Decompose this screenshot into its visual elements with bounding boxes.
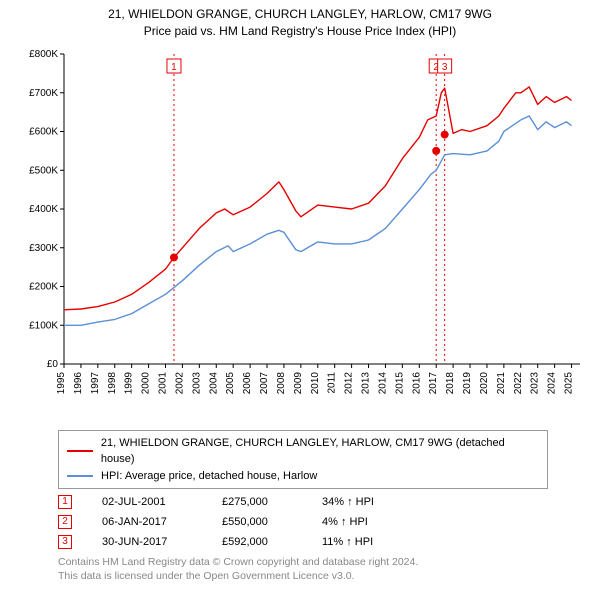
svg-text:£500K: £500K <box>29 165 58 176</box>
svg-text:2014: 2014 <box>377 371 388 394</box>
line-chart: £0 £100K £200K £300K £400K £500K £600K £700K £80… <box>10 44 590 424</box>
svg-text:2008: 2008 <box>276 371 287 394</box>
svg-text:1: 1 <box>171 62 177 73</box>
legend-label: 21, WHIELDON GRANGE, CHURCH LANGLEY, HAR… <box>101 435 539 468</box>
svg-text:1997: 1997 <box>90 371 101 394</box>
svg-text:2024: 2024 <box>547 371 558 394</box>
svg-text:1996: 1996 <box>73 371 84 394</box>
legend-item: 21, WHIELDON GRANGE, CHURCH LANGLEY, HAR… <box>67 435 539 468</box>
event-price: £275,000 <box>222 496 292 508</box>
svg-text:2010: 2010 <box>310 371 321 394</box>
svg-text:£700K: £700K <box>29 87 58 98</box>
event-row: 2 06-JAN-2017 £550,000 4% ↑ HPI <box>58 515 590 529</box>
svg-text:2023: 2023 <box>530 371 541 394</box>
svg-text:£400K: £400K <box>29 204 58 215</box>
svg-text:1995: 1995 <box>56 371 67 394</box>
svg-text:1998: 1998 <box>107 371 118 394</box>
event-date: 06-JAN-2017 <box>102 516 192 528</box>
legend-swatch <box>67 475 93 477</box>
legend-label: HPI: Average price, detached house, Harl… <box>101 468 317 485</box>
event-delta: 34% ↑ HPI <box>322 496 374 508</box>
chart-area: £0 £100K £200K £300K £400K £500K £600K £700K £80… <box>10 44 590 424</box>
svg-text:£800K: £800K <box>29 49 58 60</box>
event-table: 102-JUL-2001£275,00034% ↑ HPI206-JAN-201… <box>58 495 590 549</box>
svg-text:2006: 2006 <box>242 371 253 394</box>
svg-text:2022: 2022 <box>513 371 524 394</box>
svg-text:£0: £0 <box>47 359 59 370</box>
svg-text:2009: 2009 <box>293 371 304 394</box>
svg-text:2003: 2003 <box>191 371 202 394</box>
svg-text:2019: 2019 <box>462 371 473 394</box>
title-line-2: Price paid vs. HM Land Registry's House … <box>10 23 590 40</box>
svg-text:2011: 2011 <box>327 371 338 393</box>
event-marker: 1 <box>58 495 72 509</box>
svg-text:2013: 2013 <box>361 371 372 394</box>
svg-text:2017: 2017 <box>428 371 439 394</box>
event-marker: 2 <box>58 515 72 529</box>
svg-text:£300K: £300K <box>29 242 58 253</box>
svg-text:3: 3 <box>442 62 448 73</box>
event-delta: 4% ↑ HPI <box>322 516 368 528</box>
footer-line-2: This data is licensed under the Open Gov… <box>58 569 590 583</box>
svg-text:2018: 2018 <box>445 371 456 394</box>
svg-text:2025: 2025 <box>564 371 575 394</box>
svg-text:£600K: £600K <box>29 126 58 137</box>
legend-item: HPI: Average price, detached house, Harl… <box>67 468 539 485</box>
svg-text:£100K: £100K <box>29 320 58 331</box>
legend-swatch <box>67 450 93 452</box>
event-marker: 3 <box>58 535 72 549</box>
chart-title-block: 21, WHIELDON GRANGE, CHURCH LANGLEY, HAR… <box>10 6 590 40</box>
event-price: £592,000 <box>222 536 292 548</box>
event-price: £550,000 <box>222 516 292 528</box>
svg-text:2005: 2005 <box>225 371 236 394</box>
svg-text:2002: 2002 <box>174 371 185 394</box>
event-row: 1 02-JUL-2001 £275,000 34% ↑ HPI <box>58 495 590 509</box>
footer-line-1: Contains HM Land Registry data © Crown c… <box>58 555 590 569</box>
event-date: 02-JUL-2001 <box>102 496 192 508</box>
event-row: 3 30-JUN-2017 £592,000 11% ↑ HPI <box>58 535 590 549</box>
event-date: 30-JUN-2017 <box>102 536 192 548</box>
svg-text:2020: 2020 <box>479 371 490 394</box>
event-delta: 11% ↑ HPI <box>322 536 373 548</box>
title-line-1: 21, WHIELDON GRANGE, CHURCH LANGLEY, HAR… <box>10 6 590 23</box>
svg-text:2015: 2015 <box>394 371 405 394</box>
svg-text:2001: 2001 <box>158 371 169 394</box>
svg-text:2021: 2021 <box>496 371 507 394</box>
svg-text:1999: 1999 <box>124 371 135 394</box>
svg-text:2004: 2004 <box>208 371 219 394</box>
svg-text:£200K: £200K <box>29 281 58 292</box>
legend: 21, WHIELDON GRANGE, CHURCH LANGLEY, HAR… <box>58 430 548 490</box>
footer-text: Contains HM Land Registry data © Crown c… <box>58 555 590 583</box>
svg-text:2007: 2007 <box>259 371 270 394</box>
svg-text:2016: 2016 <box>411 371 422 394</box>
svg-text:2000: 2000 <box>141 371 152 394</box>
svg-text:2012: 2012 <box>344 371 355 394</box>
